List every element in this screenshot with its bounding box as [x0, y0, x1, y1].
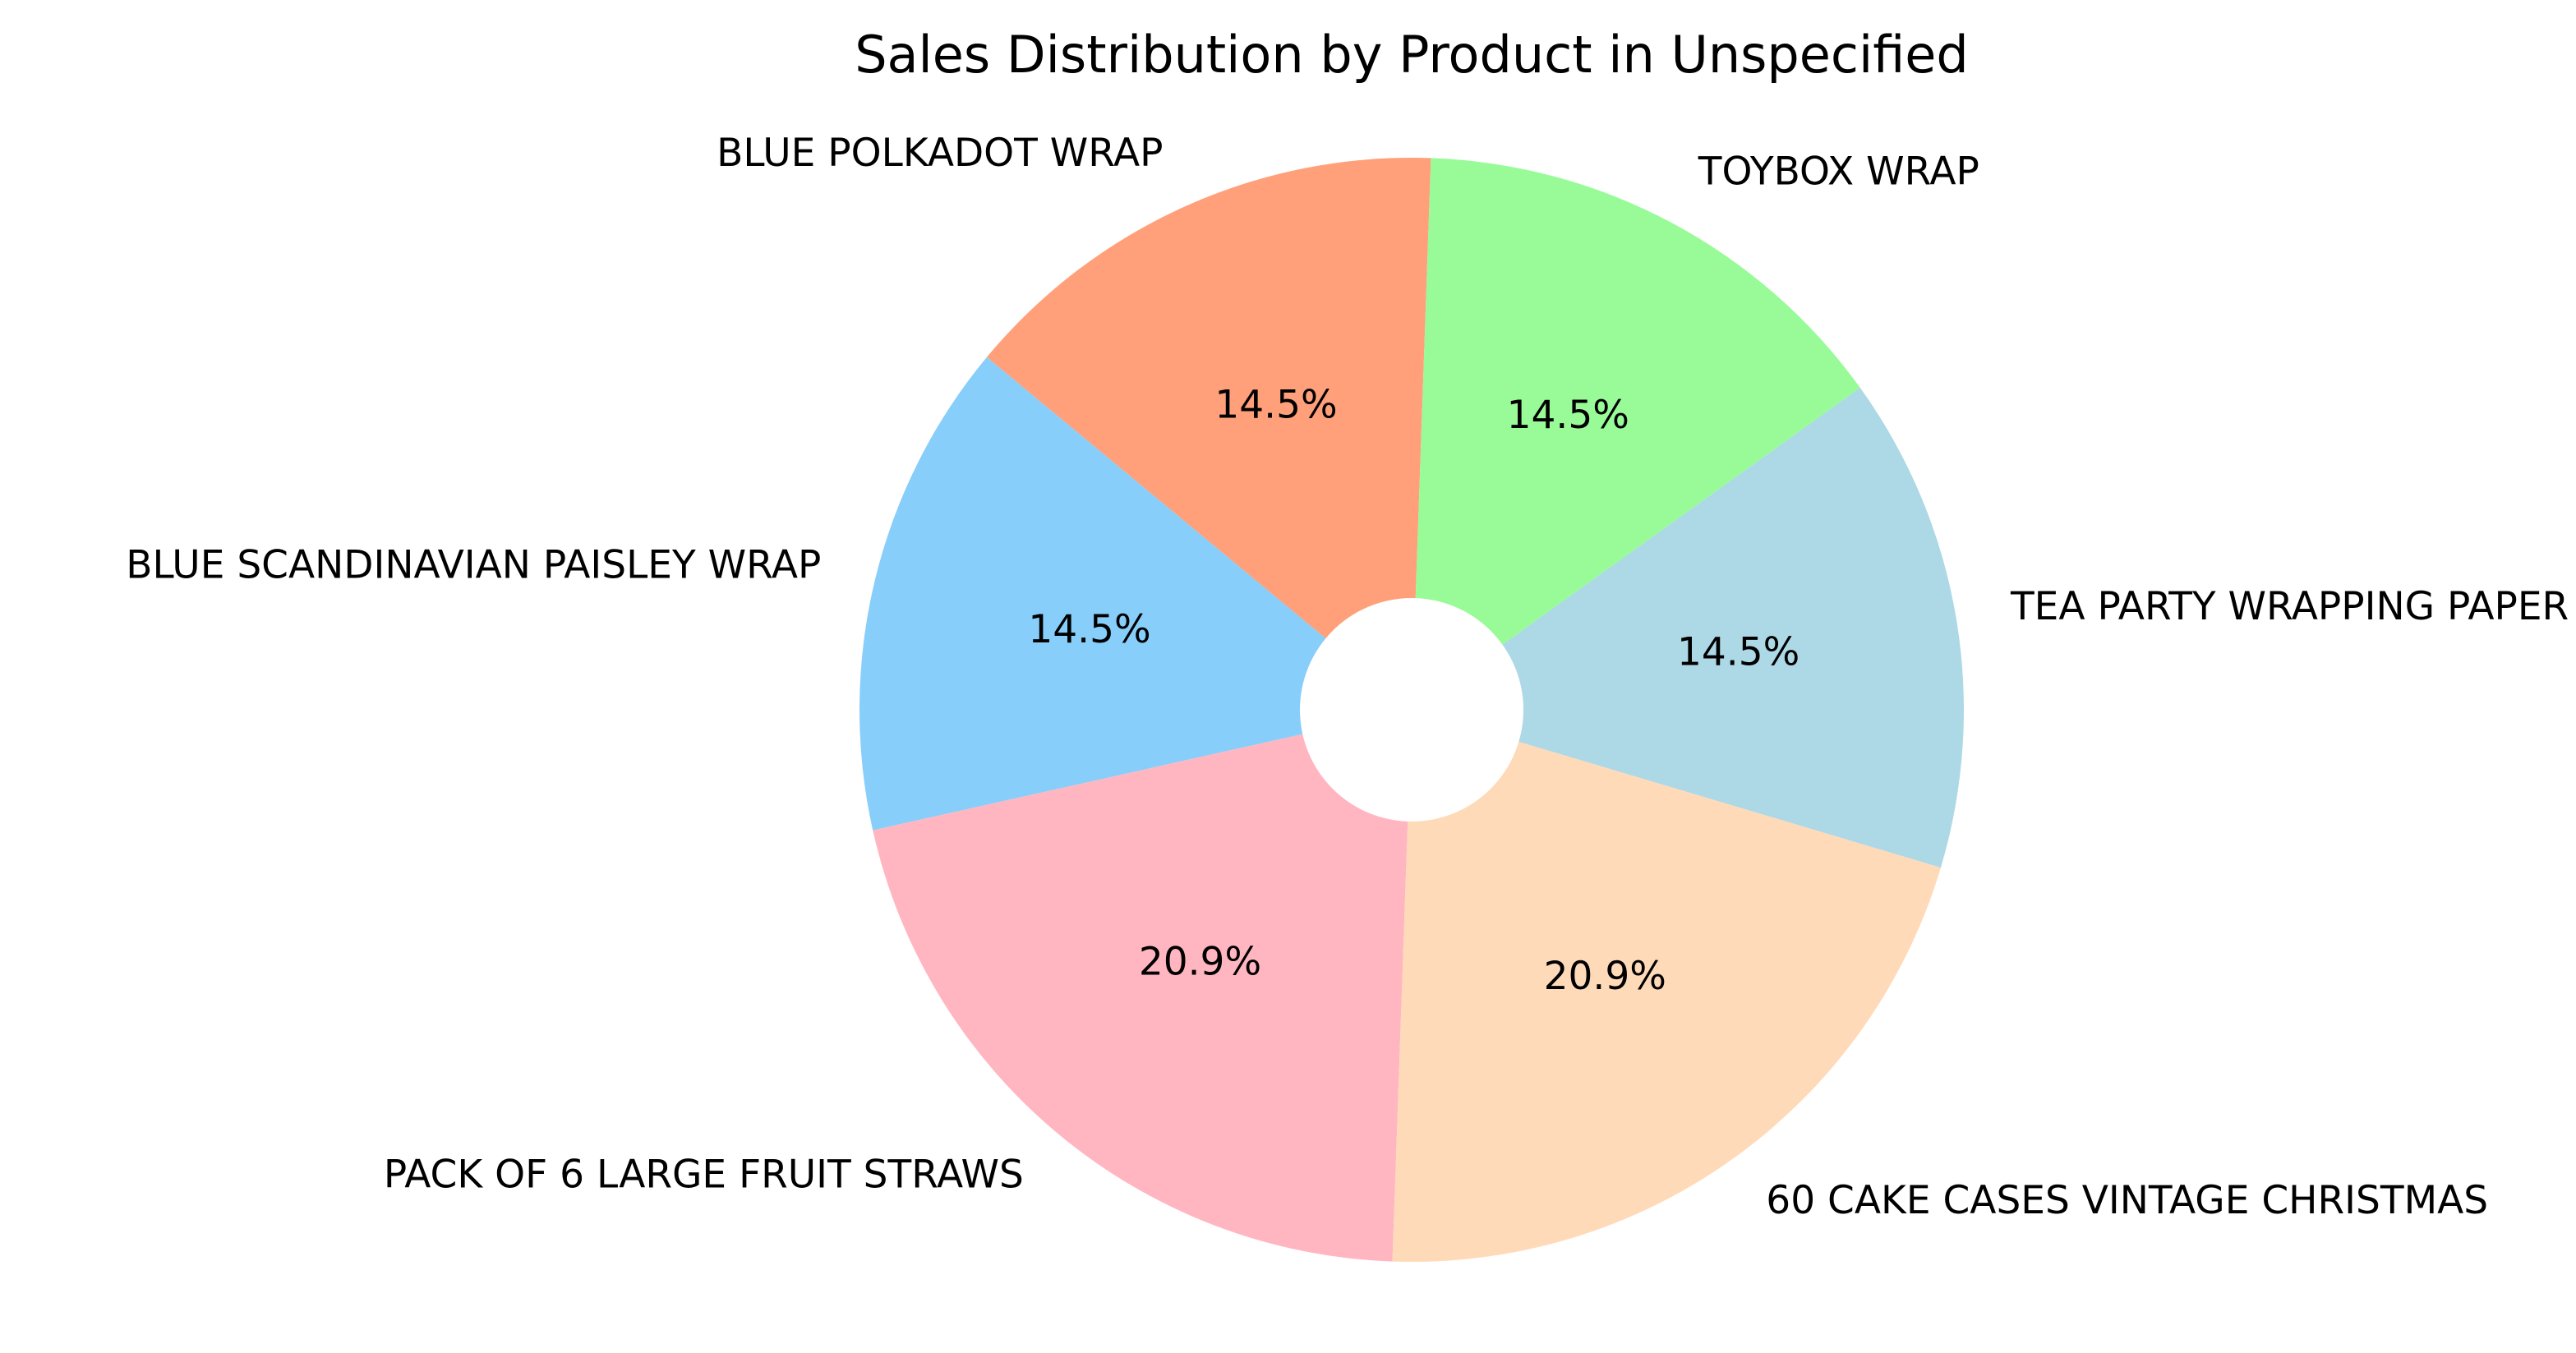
donut-hole [1300, 598, 1523, 821]
slice-percent-blue-scandinavian-paisley-wrap: 14.5% [1028, 607, 1150, 652]
pie-slice-toybox-wrap [1412, 158, 1860, 710]
slice-percent-60-cake-cases-vintage-christmas: 20.9% [1544, 954, 1666, 999]
pie-slice-60-cake-cases-vintage-christmas [1392, 710, 1941, 1262]
slice-label-blue-scandinavian-paisley-wrap: BLUE SCANDINAVIAN PAISLEY WRAP [126, 542, 821, 587]
slice-percent-tea-party-wrapping-paper: 14.5% [1677, 630, 1800, 675]
pie-slice-tea-party-wrapping-paper [1412, 387, 1964, 868]
slice-percent-blue-polkadot-wrap: 14.5% [1214, 383, 1337, 428]
pie-slice-blue-polkadot-wrap [986, 158, 1431, 711]
slice-label-toybox-wrap: TOYBOX WRAP [1698, 150, 1979, 195]
pie-slice-pack-of-6-large-fruit-straws [873, 710, 1412, 1262]
slice-label-blue-polkadot-wrap: BLUE POLKADOT WRAP [717, 131, 1163, 176]
pie-labels: BLUE POLKADOT WRAP 14.5% BLUE SCANDINAVIAN… [126, 131, 2569, 1223]
slice-label-tea-party-wrapping-paper: TEA PARTY WRAPPING PAPER [2010, 584, 2569, 629]
slice-percent-pack-of-6-large-fruit-straws: 20.9% [1139, 940, 1261, 985]
slice-label-pack-of-6-large-fruit-straws: PACK OF 6 LARGE FRUIT STRAWS [384, 1152, 1024, 1197]
chart-title: Sales Distribution by Product in Unspeci… [855, 25, 1969, 85]
slice-percent-toybox-wrap: 14.5% [1507, 393, 1629, 438]
pie-slice-blue-scandinavian-paisley-wrap [859, 357, 1412, 831]
pie-slices [859, 158, 1964, 1262]
slice-label-60-cake-cases-vintage-christmas: 60 CAKE CASES VINTAGE CHRISTMAS [1766, 1178, 2488, 1223]
